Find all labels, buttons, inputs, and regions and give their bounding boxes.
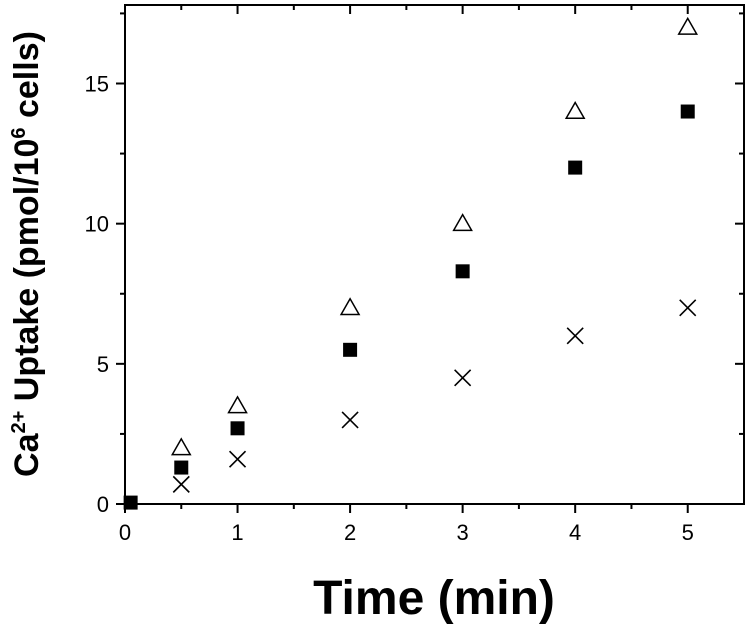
square-marker bbox=[230, 421, 245, 436]
y-axis-title-part: cells) bbox=[8, 31, 46, 127]
x-axis-title: Time (min) bbox=[313, 572, 555, 625]
y-axis-title-part: Uptake (pmol/10 bbox=[8, 139, 46, 411]
x-tick-label: 2 bbox=[344, 520, 356, 545]
triangle-marker bbox=[677, 16, 699, 35]
y-axis-title: Ca2+ Uptake (pmol/106 cells) bbox=[8, 31, 46, 477]
cross-stroke bbox=[228, 450, 247, 468]
x-tick-label: 5 bbox=[682, 520, 694, 545]
y-axis-title-superscript: 2+ bbox=[8, 411, 30, 434]
triangle-marker bbox=[170, 437, 192, 456]
y-tick-label: 15 bbox=[85, 71, 109, 96]
y-tick-label: 5 bbox=[97, 352, 109, 377]
square-marker bbox=[680, 104, 695, 119]
plot-frame bbox=[124, 4, 745, 505]
tick-labels: 0 1 2 3 4 5 0 5 10 15 bbox=[85, 71, 694, 545]
triangle-marker bbox=[227, 395, 248, 414]
y-axis-title-part: Ca bbox=[8, 432, 46, 477]
cross-marker bbox=[679, 299, 697, 317]
square-marker bbox=[174, 460, 189, 475]
cross-stroke bbox=[566, 327, 584, 345]
square-marker bbox=[455, 264, 470, 279]
square-marker bbox=[123, 495, 138, 510]
plot-frame-group bbox=[124, 4, 745, 505]
square-marker bbox=[343, 342, 358, 357]
y-axis-title-superscript: 6 bbox=[8, 127, 30, 138]
cross-stroke bbox=[454, 369, 472, 387]
cross-marker bbox=[566, 327, 584, 345]
cross-marker bbox=[454, 369, 472, 387]
cross-marker bbox=[341, 411, 359, 429]
cross-stroke bbox=[341, 411, 359, 429]
triangle-marker bbox=[564, 101, 586, 120]
x-tick-label: 0 bbox=[119, 520, 131, 545]
x-tick-label: 1 bbox=[231, 520, 243, 545]
cross-stroke bbox=[172, 475, 190, 493]
cross-marker bbox=[228, 450, 247, 468]
cross-marker bbox=[172, 475, 190, 493]
x-tick-label: 3 bbox=[457, 520, 469, 545]
triangle-marker bbox=[339, 297, 361, 316]
cross-stroke bbox=[679, 299, 697, 317]
axis-ticks bbox=[116, 5, 744, 513]
square-marker bbox=[568, 160, 583, 175]
triangle-marker bbox=[452, 213, 473, 232]
data-points bbox=[123, 16, 699, 510]
y-tick-label: 10 bbox=[85, 212, 109, 237]
x-tick-label: 4 bbox=[569, 520, 581, 545]
y-tick-label: 0 bbox=[97, 492, 109, 517]
